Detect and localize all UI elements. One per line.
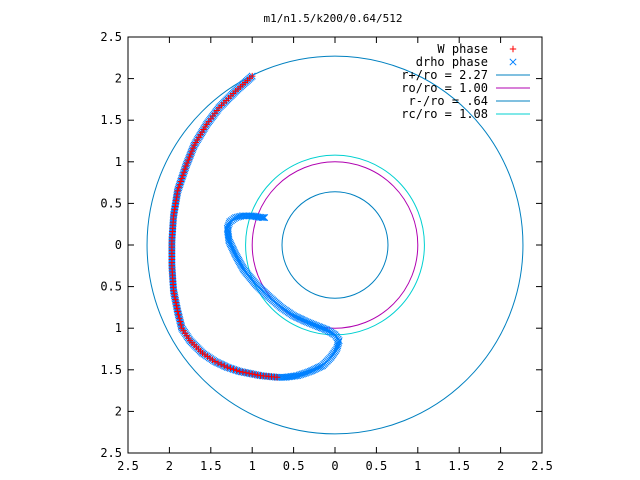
plus-marker — [245, 370, 253, 377]
y-tick-label: 1 — [115, 321, 122, 335]
cross-marker — [261, 213, 269, 222]
plus-marker — [233, 367, 240, 374]
plus-marker — [174, 308, 181, 315]
cross-marker — [509, 58, 517, 66]
y-tick-label: 2.5 — [100, 446, 122, 460]
x-tick-label: 0.5 — [366, 459, 388, 473]
x-tick-label: 1 — [414, 459, 421, 473]
x-tick-label: 2 — [497, 459, 504, 473]
y-tick-label: 2 — [115, 404, 122, 418]
plus-marker — [173, 193, 180, 201]
axes: 2.5 2 1.5 1 0.5 0 0.5 1 1.5 2 2.52.521.510.500.511… — [100, 30, 553, 473]
plus-marker — [181, 165, 189, 173]
circle-rc-ro-1-08 — [245, 154, 425, 336]
plus-marker — [173, 190, 181, 198]
y-tick-label: 2.5 — [100, 30, 122, 44]
legend-label-w-phase: W phase — [437, 42, 488, 56]
cross-marker — [259, 213, 267, 222]
plus-marker — [180, 169, 188, 176]
plus-marker — [221, 362, 228, 370]
plus-marker — [173, 302, 180, 309]
plus-marker — [172, 299, 180, 306]
plus-marker — [191, 141, 198, 149]
plus-marker — [171, 293, 178, 300]
plus-marker — [239, 368, 247, 376]
plus-marker — [177, 178, 184, 185]
circle-r-ro-2-27 — [146, 55, 524, 435]
legend-label-r-ro-64: r-/ro = .64 — [409, 94, 488, 108]
plus-marker — [177, 321, 185, 329]
legend-label-r-ro-2-27: r+/ro = 2.27 — [401, 68, 488, 82]
legend-label-rc-ro-1-08: rc/ro = 1.08 — [401, 107, 488, 121]
x-tick-label: 0 — [331, 459, 338, 473]
plus-marker — [185, 156, 192, 164]
plus-marker — [172, 197, 180, 204]
y-tick-label: 2 — [115, 72, 122, 86]
plus-marker — [176, 318, 184, 325]
plus-marker — [236, 368, 243, 375]
x-tick-label: 1.5 — [200, 459, 222, 473]
plus-marker — [182, 162, 190, 170]
legend-label-drho-phase: drho phase — [416, 55, 488, 69]
plus-marker — [176, 315, 183, 322]
data-markers — [168, 72, 343, 381]
y-tick-label: 1 — [115, 155, 122, 169]
x-tick-label: 0.5 — [283, 459, 305, 473]
plus-marker — [171, 206, 178, 213]
plus-marker — [230, 366, 237, 373]
plus-marker — [509, 45, 517, 53]
y-tick-label: 0.5 — [100, 196, 122, 210]
plus-marker — [273, 374, 281, 381]
plus-marker — [175, 311, 182, 319]
plus-marker — [175, 184, 182, 191]
legend-label-ro-ro-1-00: ro/ro = 1.00 — [401, 81, 488, 95]
plus-marker — [189, 144, 197, 152]
y-tick-label: 0.5 — [100, 280, 122, 294]
plus-marker — [172, 296, 179, 303]
plus-marker — [242, 369, 250, 376]
plus-marker — [227, 365, 234, 372]
plus-marker — [211, 358, 219, 365]
x-tick-label: 2 — [166, 459, 173, 473]
plus-marker — [179, 172, 187, 179]
series-w-phase — [168, 72, 281, 381]
plus-marker — [187, 150, 194, 158]
plus-marker — [214, 359, 222, 367]
x-tick-label: 1 — [249, 459, 256, 473]
x-tick-label: 2.5 — [531, 459, 553, 473]
plus-marker — [249, 370, 256, 378]
plus-marker — [174, 187, 181, 195]
circle-r-ro-64 — [281, 191, 389, 299]
plus-marker — [254, 371, 261, 379]
cross-marker — [258, 213, 266, 222]
plus-marker — [172, 200, 179, 207]
x-tick-label: 2.5 — [117, 459, 139, 473]
plus-marker — [176, 181, 183, 188]
plus-marker — [170, 287, 177, 294]
y-tick-label: 1.5 — [100, 363, 122, 377]
plus-marker — [224, 364, 231, 371]
y-tick-label: 1.5 — [100, 113, 122, 127]
y-tick-label: 0 — [115, 238, 122, 252]
plus-marker — [217, 361, 225, 368]
plus-marker — [186, 153, 193, 161]
chart-title: m1/n1.5/k200/0.64/512 — [263, 12, 402, 25]
plus-marker — [251, 371, 259, 378]
plus-marker — [170, 290, 178, 297]
x-tick-label: 1.5 — [448, 459, 470, 473]
plus-marker — [188, 147, 196, 155]
plus-marker — [173, 305, 181, 312]
circle-ro-ro-1-00 — [251, 161, 419, 329]
plus-marker — [183, 159, 191, 167]
plus-marker — [170, 209, 178, 216]
plus-marker — [171, 203, 179, 210]
plus-marker — [178, 175, 186, 182]
